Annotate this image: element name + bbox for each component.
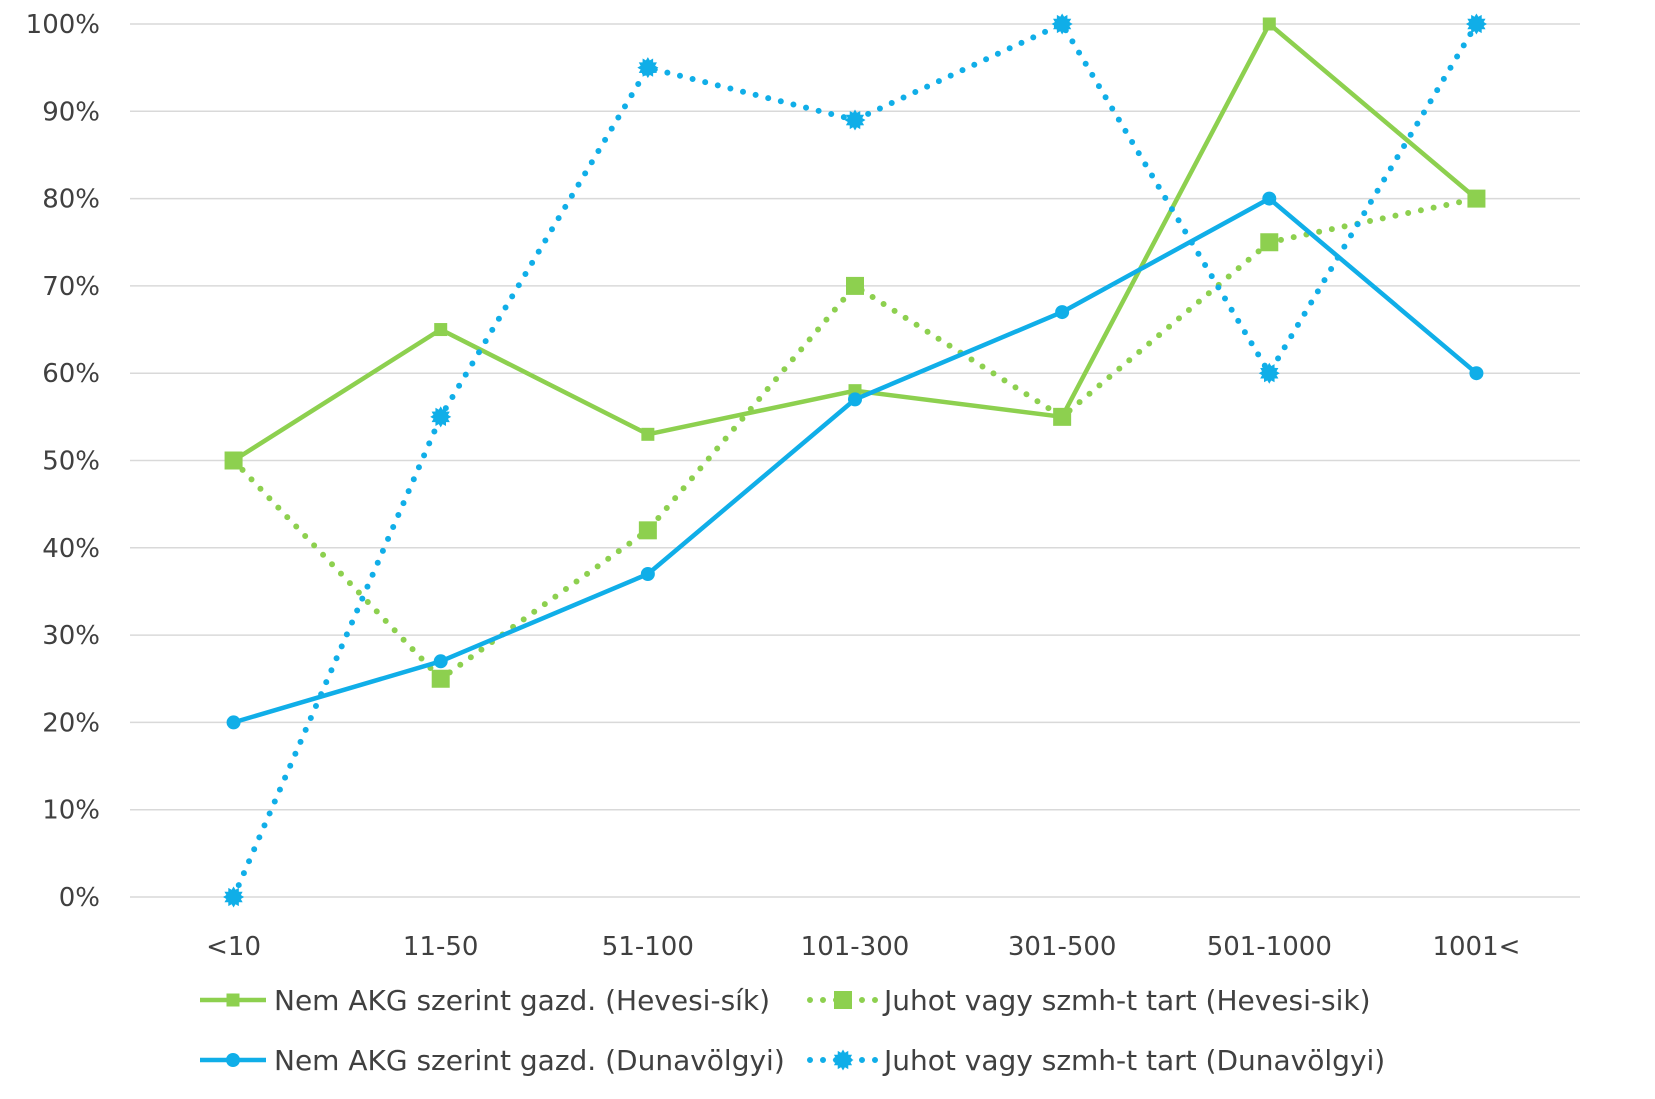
- data-point: [1053, 407, 1072, 426]
- x-tick-label: 301-500: [1008, 932, 1117, 962]
- data-point: [1260, 233, 1279, 252]
- data-point: [1469, 366, 1484, 381]
- data-point: [1258, 362, 1280, 384]
- legend-label: Nem AKG szerint gazd. (Hevesi-sík): [274, 984, 770, 1017]
- series-2: [224, 189, 1486, 688]
- y-tick-label: 50%: [42, 447, 100, 477]
- data-point: [1262, 191, 1277, 206]
- gridlines: [130, 23, 1580, 898]
- legend-label: Juhot vagy szmh-t tart (Hevesi-sik): [882, 984, 1371, 1017]
- y-tick-label: 40%: [42, 534, 100, 564]
- series-3: [226, 191, 1484, 730]
- series-line: [230, 195, 1480, 682]
- x-tick-label: 501-1000: [1207, 932, 1332, 962]
- legend-item: Nem AKG szerint gazd. (Dunavölgyi): [200, 1044, 785, 1077]
- x-tick-label: 1001<: [1432, 932, 1520, 962]
- data-point: [223, 886, 245, 908]
- y-axis-tick-labels: 0% 10% 20% 30% 40% 50% 60% 70% 80% 90% 100%: [26, 10, 100, 913]
- data-point: [224, 451, 243, 470]
- data-point: [641, 427, 655, 441]
- y-tick-label: 80%: [42, 185, 100, 215]
- legend: Nem AKG szerint gazd. (Hevesi-sík) Juhot …: [200, 984, 1385, 1077]
- y-tick-label: 100%: [26, 10, 100, 40]
- data-point: [637, 57, 659, 79]
- legend-item: Juhot vagy szmh-t tart (Dunavölgyi): [807, 1044, 1385, 1077]
- data-point: [1262, 17, 1276, 31]
- data-point: [433, 654, 448, 669]
- legend-marker: [226, 1053, 240, 1067]
- data-point: [638, 521, 657, 540]
- legend-item: Nem AKG szerint gazd. (Hevesi-sík): [200, 984, 770, 1017]
- data-point: [1465, 13, 1487, 35]
- y-tick-label: 0%: [59, 883, 100, 913]
- y-tick-label: 70%: [42, 272, 100, 302]
- data-point: [640, 566, 655, 581]
- x-axis-tick-labels: <10 11-50 51-100 101-300 301-500 501-1000 1001…: [206, 932, 1520, 962]
- data-point: [226, 715, 241, 730]
- data-point: [431, 669, 450, 688]
- series-4: [223, 13, 1487, 908]
- data-point: [430, 406, 452, 428]
- data-point: [1467, 189, 1486, 208]
- x-tick-label: <10: [206, 932, 261, 962]
- x-tick-label: 11-50: [403, 932, 479, 962]
- data-point: [846, 276, 864, 295]
- data-point: [1055, 305, 1070, 320]
- legend-label: Juhot vagy szmh-t tart (Dunavölgyi): [882, 1044, 1385, 1077]
- data-point: [434, 323, 448, 337]
- series-lines: [223, 13, 1487, 908]
- legend-marker: [226, 993, 240, 1007]
- legend-item: Juhot vagy szmh-t tart (Hevesi-sik): [807, 984, 1371, 1017]
- legend-label: Nem AKG szerint gazd. (Dunavölgyi): [274, 1044, 785, 1077]
- y-tick-label: 60%: [42, 359, 100, 389]
- legend-marker: [832, 1049, 854, 1071]
- y-tick-label: 10%: [42, 796, 100, 826]
- data-point: [848, 392, 862, 407]
- y-tick-label: 20%: [42, 708, 100, 738]
- x-tick-label: 51-100: [602, 932, 694, 962]
- data-point: [1051, 13, 1073, 35]
- y-tick-label: 90%: [42, 97, 100, 127]
- y-tick-label: 30%: [42, 621, 100, 651]
- legend-marker: [834, 991, 852, 1009]
- data-point: [844, 109, 866, 131]
- x-tick-label: 101-300: [801, 932, 910, 962]
